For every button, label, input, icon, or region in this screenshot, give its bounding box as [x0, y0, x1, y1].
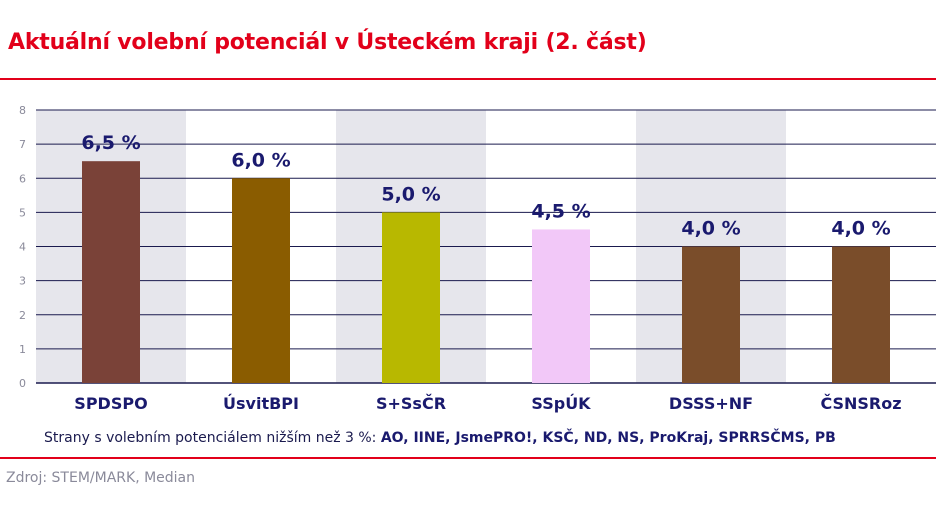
category-label: ÚsvitBPI — [223, 394, 299, 413]
small-parties-note: Strany s volebním potenciálem nižším než… — [44, 430, 836, 446]
y-tick-label: 8 — [19, 104, 26, 117]
bar-chart: 0 1 2 3 4 5 6 7 8 6,5 % SPDSPO 6,0 % ÚsvitBPI 5,0 % S+… — [19, 104, 936, 413]
bar — [682, 246, 740, 383]
data-label: 5,0 % — [381, 183, 440, 205]
note-parties: AO, IINE, JsmePRO!, KSČ, ND, NS, ProKraj… — [380, 430, 836, 446]
source-text: Zdroj: STEM/MARK, Median — [6, 470, 196, 486]
category-label: SPDSPO — [74, 394, 147, 413]
bar — [532, 229, 590, 383]
bar — [232, 178, 290, 383]
data-label: 4,0 % — [831, 218, 890, 240]
data-label: 6,0 % — [231, 149, 290, 171]
category-label: S+SsČR — [376, 394, 446, 413]
data-label: 4,5 % — [531, 200, 590, 222]
y-tick-label: 6 — [19, 172, 26, 185]
category-label: DSSS+NF — [669, 394, 753, 413]
y-tick-label: 2 — [19, 309, 26, 322]
chart-title: Aktuální volební potenciál v Ústeckém kr… — [8, 30, 647, 55]
category-label: ČSNSRoz — [820, 394, 901, 413]
note-prefix: Strany s volebním potenciálem nižším než… — [44, 430, 381, 446]
title-divider — [0, 78, 936, 80]
data-label: 6,5 % — [81, 132, 140, 154]
y-tick-label: 3 — [19, 275, 26, 288]
bar — [82, 161, 140, 383]
y-tick-label: 4 — [19, 241, 26, 254]
footer-divider — [0, 457, 936, 459]
y-tick-label: 1 — [19, 343, 26, 356]
y-tick-label: 7 — [19, 138, 26, 151]
bar — [832, 246, 890, 383]
y-tick-label: 0 — [19, 377, 26, 390]
data-label: 4,0 % — [681, 218, 740, 240]
bar — [382, 212, 440, 383]
category-label: SSpÚK — [531, 394, 591, 413]
y-tick-label: 5 — [19, 206, 26, 219]
